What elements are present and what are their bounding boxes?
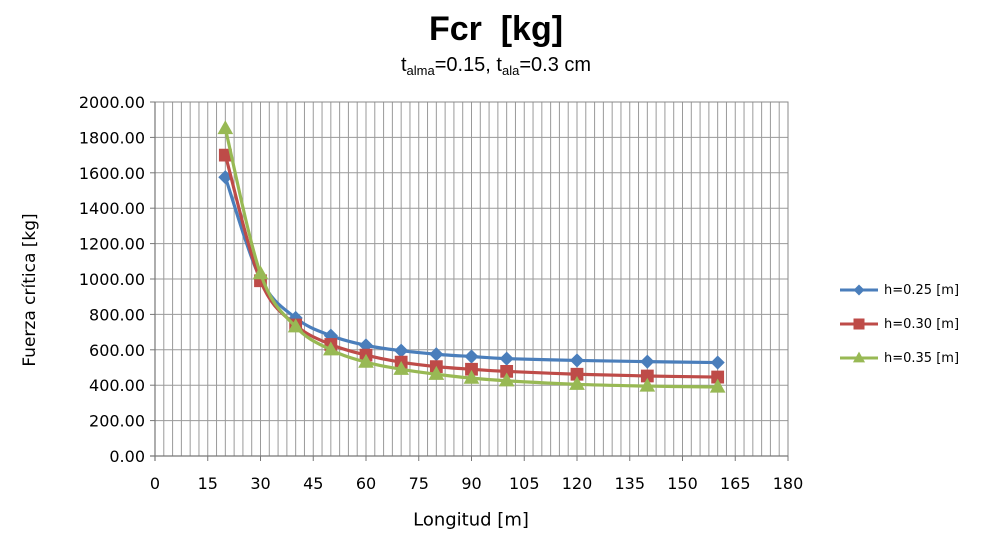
data-point-h-0-30-m xyxy=(640,369,654,383)
x-tick-label: 180 xyxy=(773,474,804,493)
legend-item: h=0.35 [m] xyxy=(838,350,959,366)
data-point-h-0-35-m xyxy=(569,376,585,390)
legend-swatch-marker xyxy=(852,351,866,363)
data-point-h-0-30-m xyxy=(465,362,478,376)
y-tick-label: 600.00 xyxy=(89,341,145,360)
y-tick-label: 1000.00 xyxy=(79,270,145,289)
data-point-h-0-25-m xyxy=(710,355,725,370)
legend-label: h=0.25 [m] xyxy=(884,282,960,298)
chart-subtitle: talma=0.15, tala=0.3 cm xyxy=(0,54,992,78)
data-point-h-0-25-m xyxy=(499,351,514,366)
legend-item: h=0.30 [m] xyxy=(838,316,959,332)
legend-swatch xyxy=(840,318,878,330)
data-point-h-0-35-m xyxy=(463,369,480,384)
data-point-h-0-30-m xyxy=(500,364,514,378)
data-point-h-0-25-m xyxy=(640,354,655,369)
x-tick-label: 135 xyxy=(614,474,645,493)
data-point-h-0-35-m xyxy=(428,365,445,380)
legend-swatch-marker xyxy=(853,318,865,330)
y-tick-label: 800.00 xyxy=(89,305,145,324)
x-tick-label: 45 xyxy=(303,474,323,493)
chart-title: Fcr [kg] xyxy=(428,10,564,48)
data-point-h-0-35-m xyxy=(287,318,304,333)
legend-label: h=0.35 [m] xyxy=(884,350,960,366)
y-tick-label: 400.00 xyxy=(89,376,145,395)
data-point-h-0-30-m xyxy=(711,370,725,384)
data-point-h-0-35-m xyxy=(322,341,339,356)
data-point-h-0-35-m xyxy=(252,265,269,280)
y-tick-label: 200.00 xyxy=(89,412,145,431)
x-tick-label: 0 xyxy=(150,474,160,493)
legend-item: h=0.25 [m] xyxy=(838,282,959,298)
data-point-h-0-25-m xyxy=(394,343,409,358)
series-line-h-0-25-m xyxy=(223,176,718,365)
data-point-h-0-35-m xyxy=(639,377,656,392)
y-tick-label: 1200.00 xyxy=(79,235,145,254)
x-tick-label: 15 xyxy=(198,474,218,493)
data-point-h-0-35-m xyxy=(358,353,374,368)
data-point-h-0-25-m xyxy=(464,349,479,364)
x-tick-label: 30 xyxy=(250,474,270,493)
data-point-h-0-35-m xyxy=(498,372,515,387)
subtitle-t2-value: =0.3 cm xyxy=(519,54,592,76)
x-tick-label: 60 xyxy=(356,474,376,493)
subtitle-t1-sub: alma xyxy=(406,63,435,78)
subtitle-t1-base: t xyxy=(400,54,407,76)
y-tick-label: 0.00 xyxy=(109,447,145,466)
x-tick-label: 120 xyxy=(562,474,593,493)
subtitle-t2-base: t xyxy=(496,54,502,76)
legend-swatch-marker xyxy=(853,284,865,296)
y-axis-label: Fuerza crítica [kg] xyxy=(20,213,40,367)
data-point-h-0-35-m xyxy=(217,120,234,135)
y-tick-label: 1600.00 xyxy=(79,164,145,183)
legend-label: h=0.30 [m] xyxy=(884,316,960,332)
x-tick-label: 90 xyxy=(461,474,481,493)
x-tick-label: 105 xyxy=(509,474,540,493)
x-tick-label: 165 xyxy=(720,474,751,493)
data-point-h-0-35-m xyxy=(393,360,410,375)
subtitle-t2-sub: ala xyxy=(501,63,520,78)
series-line-h-0-35-m xyxy=(223,128,718,389)
data-point-h-0-25-m xyxy=(569,353,585,368)
legend-swatch xyxy=(840,351,878,363)
y-tick-label: 1400.00 xyxy=(79,199,145,218)
y-tick-label: 2000.00 xyxy=(79,93,145,112)
data-point-h-0-35-m xyxy=(709,378,726,393)
x-axis-label: Longitud [m] xyxy=(413,509,529,531)
x-tick-label: 75 xyxy=(409,474,429,493)
legend-swatch xyxy=(840,284,878,296)
y-tick-label: 1800.00 xyxy=(79,128,145,147)
data-point-h-0-30-m xyxy=(570,367,584,381)
x-tick-label: 150 xyxy=(667,474,698,493)
subtitle-t1-value: =0.15, xyxy=(434,54,497,76)
